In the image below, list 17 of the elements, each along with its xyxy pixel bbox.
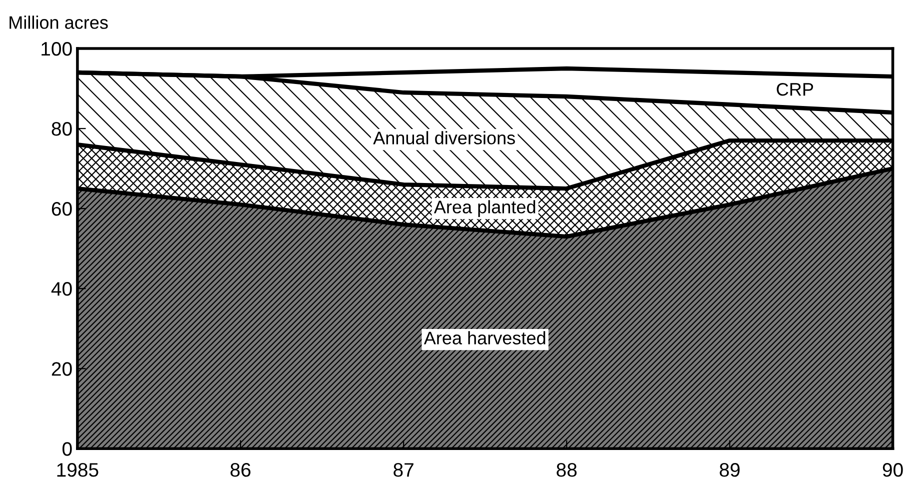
x-tick-label: 86 bbox=[230, 463, 250, 477]
y-tick-label: 60 bbox=[52, 202, 72, 216]
series-label: Area harvested bbox=[424, 331, 546, 344]
y-tick-label: 20 bbox=[52, 362, 72, 376]
x-tick-label: 87 bbox=[394, 463, 414, 477]
x-tick-label: 90 bbox=[882, 463, 903, 477]
y-tick-label: 0 bbox=[62, 442, 72, 456]
series-label: CRP bbox=[776, 82, 814, 96]
series-label: Annual diversions bbox=[373, 131, 515, 144]
y-tick-label: 100 bbox=[42, 42, 72, 56]
y-tick-label: 40 bbox=[51, 282, 72, 296]
y-tick-label: 80 bbox=[52, 122, 72, 136]
x-tick-label: 89 bbox=[720, 463, 740, 477]
x-tick-label: 1985 bbox=[57, 463, 98, 477]
series-label: Area planted bbox=[434, 200, 536, 217]
y-axis-title: Million acres bbox=[10, 16, 108, 29]
x-tick-label: 88 bbox=[556, 463, 577, 477]
